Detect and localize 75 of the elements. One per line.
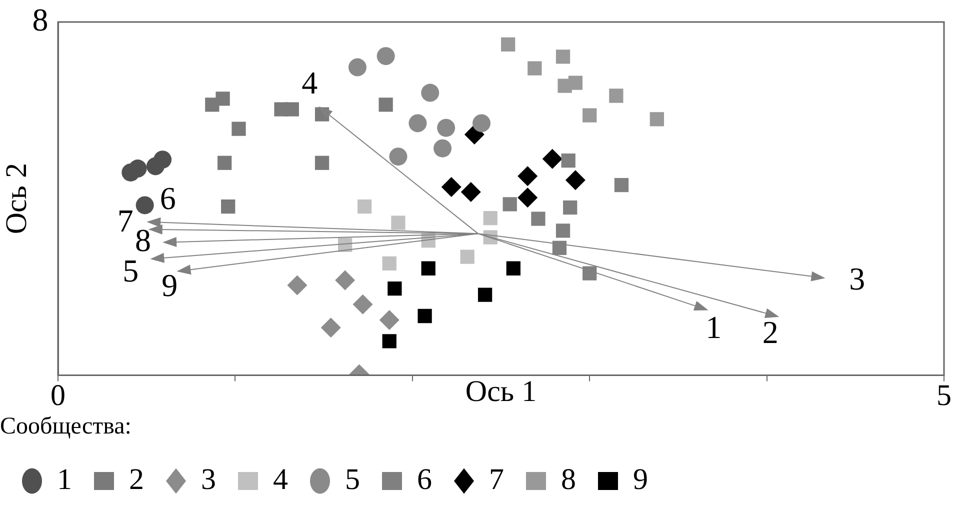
point	[506, 261, 520, 276]
point	[650, 112, 664, 126]
point	[421, 261, 436, 276]
point	[376, 47, 395, 66]
annotation: 4	[302, 64, 318, 101]
point	[483, 211, 498, 226]
point	[221, 199, 236, 214]
point	[128, 160, 147, 178]
legend-label: 5	[345, 462, 360, 496]
point	[437, 118, 456, 137]
point	[357, 199, 372, 214]
point	[379, 310, 400, 330]
annotation: 3	[849, 260, 866, 297]
point	[609, 88, 624, 103]
legend-label: 3	[201, 462, 216, 496]
point	[501, 37, 516, 52]
legend-label: 4	[273, 462, 288, 496]
annotation: 6	[160, 180, 176, 216]
point	[388, 281, 402, 296]
text: 8	[32, 1, 48, 38]
point	[531, 212, 546, 226]
point	[441, 177, 462, 198]
point	[314, 156, 330, 170]
point	[542, 148, 562, 169]
point	[556, 224, 570, 238]
point	[478, 288, 492, 302]
legend-label: 7	[489, 462, 504, 496]
point	[556, 50, 570, 64]
point	[582, 266, 597, 280]
point	[614, 178, 629, 192]
point	[335, 270, 356, 290]
point	[320, 318, 341, 338]
legend-label: 1	[57, 462, 72, 496]
legend-label: 8	[561, 462, 576, 496]
point	[348, 58, 366, 76]
annotation: 2	[762, 314, 778, 350]
point	[502, 197, 517, 212]
annotation: 9	[162, 267, 178, 304]
point	[136, 196, 154, 214]
point	[217, 156, 232, 170]
legend-label: 6	[417, 462, 432, 496]
x-axis-title: Ось 1	[465, 375, 537, 408]
point	[561, 153, 576, 168]
point	[460, 250, 474, 264]
point	[434, 139, 452, 158]
point	[391, 216, 406, 230]
point	[565, 170, 586, 190]
point	[378, 98, 393, 112]
point	[232, 122, 246, 136]
point	[472, 114, 491, 132]
annotation: 7	[117, 202, 134, 238]
point	[563, 200, 578, 215]
legend-title: Сообщества:	[0, 413, 132, 440]
annotation: 1	[706, 309, 722, 346]
point	[518, 188, 538, 208]
point	[284, 102, 299, 116]
point	[352, 294, 373, 314]
point	[518, 166, 538, 186]
point	[382, 334, 396, 348]
point	[568, 76, 582, 90]
point	[421, 84, 440, 102]
point	[287, 275, 308, 296]
y-axis-title: Ось 2	[0, 163, 33, 234]
point	[389, 148, 408, 166]
point	[418, 308, 432, 324]
point	[154, 150, 172, 169]
point	[382, 256, 396, 270]
x-tick-label: 0	[50, 379, 66, 412]
point	[216, 92, 230, 106]
point	[460, 182, 481, 202]
legend-label: 2	[129, 462, 144, 496]
legend-label: 9	[633, 462, 648, 496]
point	[408, 114, 427, 132]
point	[582, 108, 597, 122]
point	[528, 61, 542, 76]
